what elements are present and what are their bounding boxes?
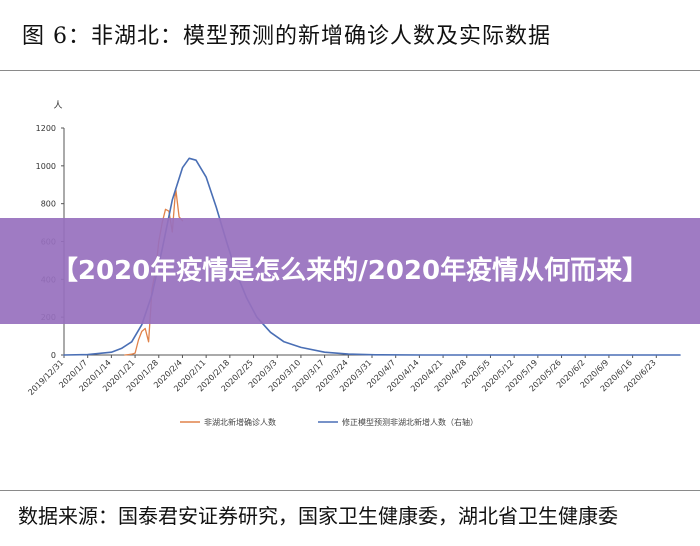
y-tick-label: 1200 <box>36 124 56 133</box>
y-tick-label: 800 <box>41 200 56 209</box>
top-divider <box>0 70 700 71</box>
y-axis-label: 人 <box>53 100 62 111</box>
y-tick-label: 1000 <box>36 162 56 171</box>
chart-legend: 非湖北新增确诊人数 修正模型预测非湖北新增人数（右轴） <box>180 417 478 427</box>
series-line-model <box>63 157 681 356</box>
bottom-divider <box>0 490 700 491</box>
x-tick-label: 2019/12/31 <box>26 358 65 397</box>
legend-label: 非湖北新增确诊人数 <box>204 417 276 427</box>
y-tick-label: 0 <box>51 351 56 360</box>
legend-label: 修正模型预测非湖北新增人数（右轴） <box>342 417 478 427</box>
overlay-banner: 【2020年疫情是怎么来的/2020年疫情从何而来】 <box>0 218 700 324</box>
figure-title: 图 6：非湖北：模型预测的新增确诊人数及实际数据 <box>22 24 551 49</box>
source-note: 数据来源：国泰君安证券研究，国家卫生健康委，湖北省卫生健康委 <box>18 504 618 528</box>
banner-title: 【2020年疫情是怎么来的/2020年疫情从何而来】 <box>51 256 649 286</box>
